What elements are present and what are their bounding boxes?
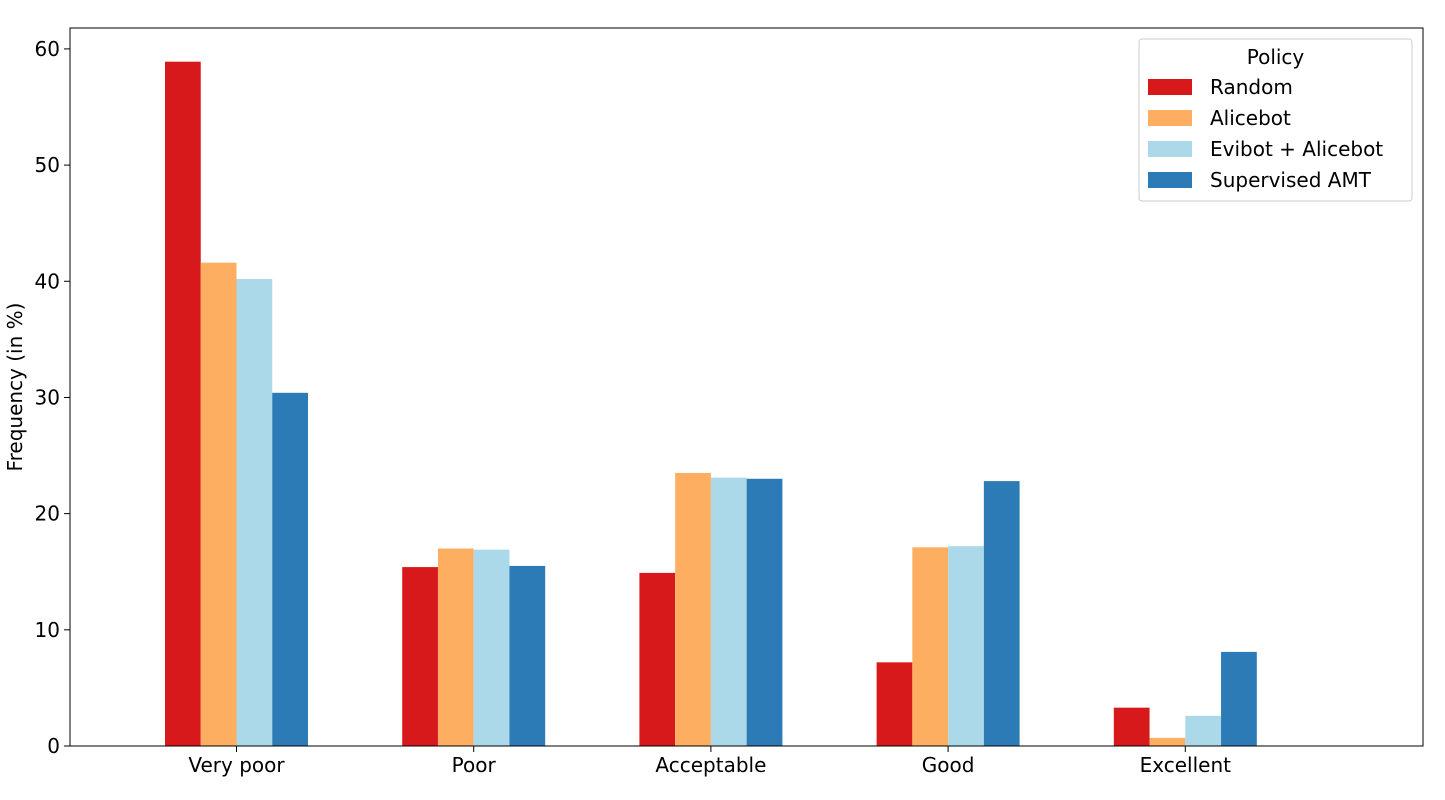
legend-label: Random [1210,75,1293,99]
bar-supervised-amt-acceptable [746,478,783,746]
y-axis-label: Frequency (in %) [3,303,27,472]
x-tick-label: Poor [452,753,497,777]
y-tick-label: 0 [47,734,60,758]
bar-random-very-poor [165,61,201,746]
y-tick-label: 20 [35,502,60,526]
bar-random-good [876,662,913,746]
legend-box [1138,38,1413,202]
x-tick-label: Good [922,753,975,777]
y-tick-label: 30 [35,385,60,409]
legend-swatch [1148,110,1192,126]
bar-evibot-alicebot-very-poor [236,278,273,746]
legend: Policy Random Alicebot Evibot + Alicebot Su… [1138,38,1413,202]
y-tick-label: 10 [35,618,60,642]
legend-label: Supervised AMT [1210,168,1372,192]
bar-supervised-amt-good [983,481,1020,746]
bar-supervised-amt-very-poor [272,392,308,746]
legend-label: Alicebot [1210,106,1291,130]
legend-swatch [1148,172,1192,188]
bar-alicebot-poor [437,548,474,746]
bar-random-poor [402,567,438,746]
bar-evibot-alicebot-good [948,546,984,746]
bar-alicebot-very-poor [200,262,237,746]
y-tick-label: 60 [35,37,60,61]
bar-alicebot-excellent [1149,737,1186,746]
x-tick-label: Acceptable [655,753,766,777]
x-tick-label: Excellent [1140,753,1232,777]
x-axis: Very poor Poor Acceptable Good Excellent [188,746,1231,777]
bar-supervised-amt-excellent [1221,651,1257,746]
bar-alicebot-good [912,547,949,746]
bars-layer [165,61,1257,746]
y-tick-label: 50 [35,153,60,177]
legend-label: Evibot + Alicebot [1210,137,1383,161]
bar-evibot-alicebot-acceptable [710,477,747,746]
legend-swatch [1148,79,1192,95]
bar-random-acceptable [639,572,676,746]
bar-evibot-alicebot-poor [473,549,510,746]
legend-swatch [1148,141,1192,157]
legend-title: Policy [1247,45,1305,69]
bar-supervised-amt-poor [509,565,546,746]
x-tick-label: Very poor [188,753,285,777]
legend-items: Random Alicebot Evibot + Alicebot Supervise… [1148,75,1383,192]
bar-evibot-alicebot-excellent [1185,715,1222,746]
plot-frame [69,27,1424,747]
bar-alicebot-acceptable [675,472,711,746]
bar-random-excellent [1113,707,1150,746]
y-tick-label: 40 [35,269,60,293]
y-axis: 0 10 20 30 40 50 60 [35,37,70,758]
